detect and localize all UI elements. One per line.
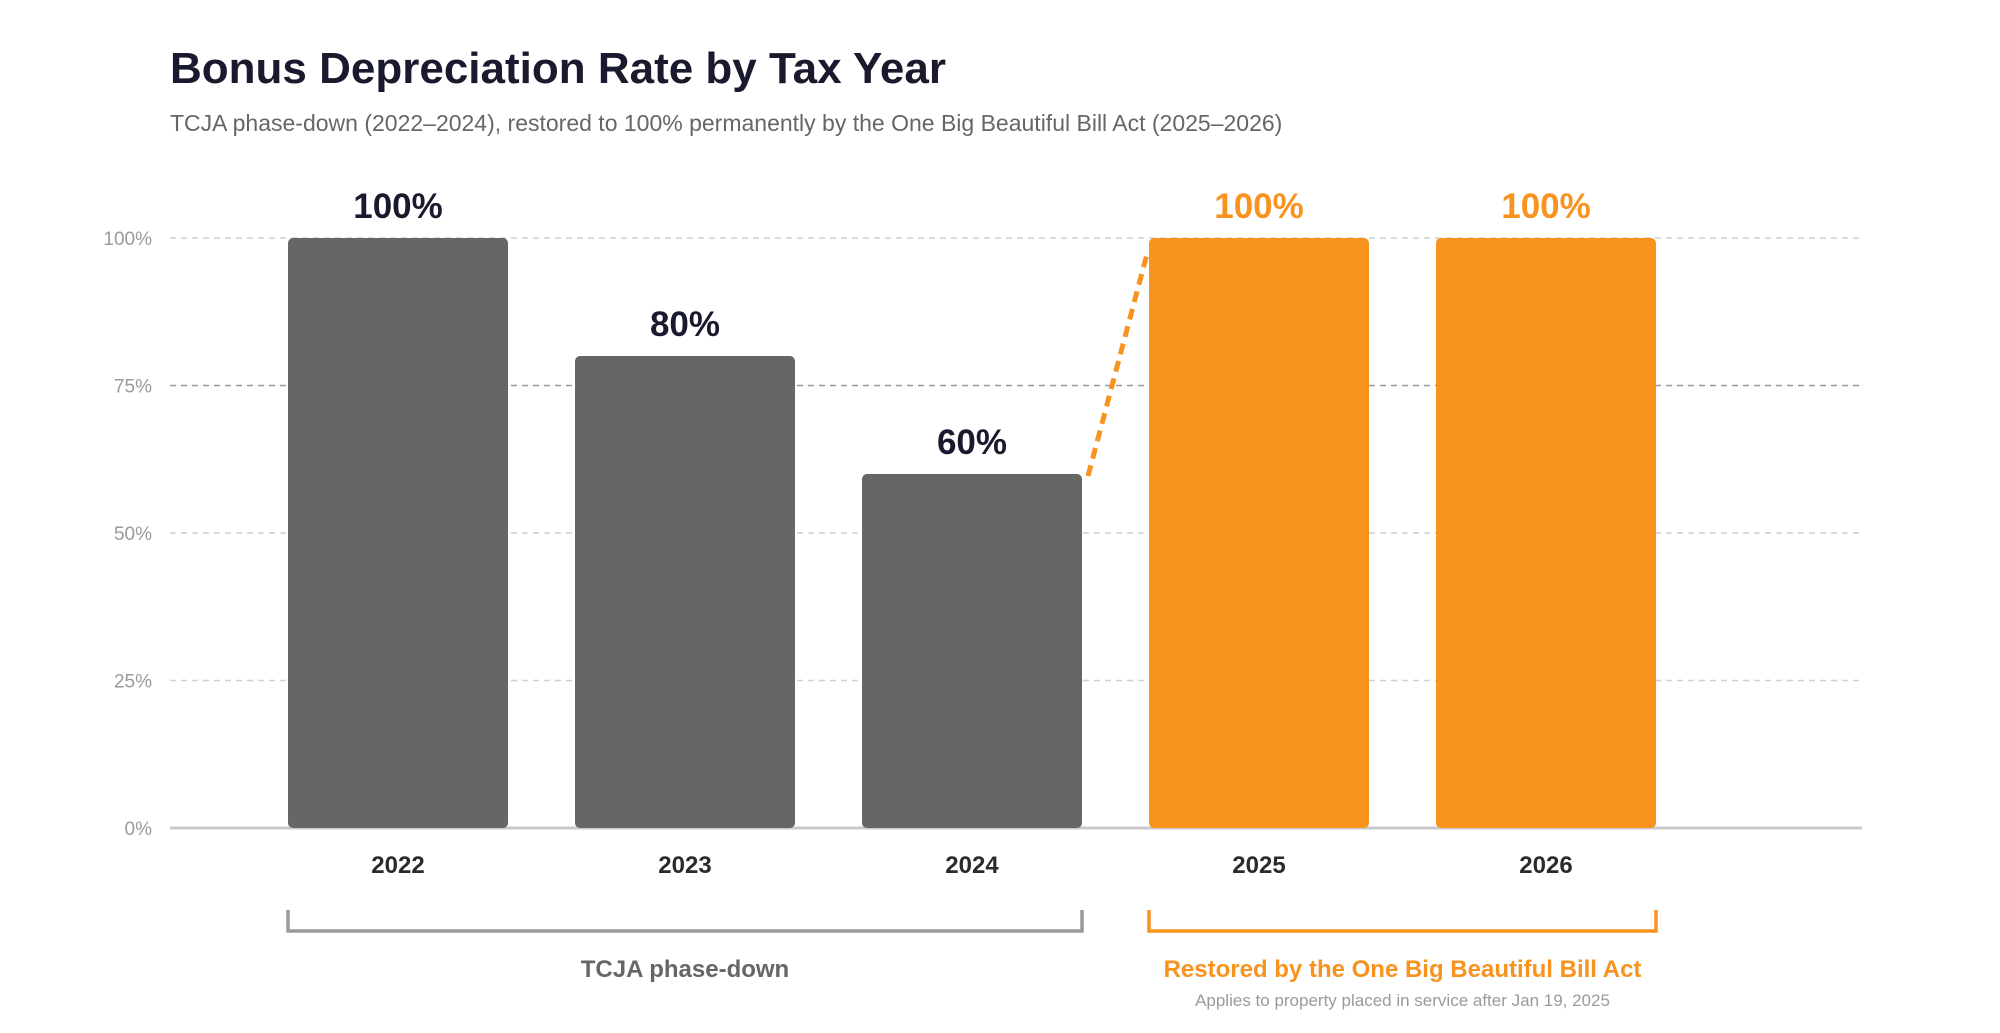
y-tick-label: 0% <box>125 819 153 840</box>
bracket-restored <box>1147 910 1658 933</box>
restoration-connector <box>1085 253 1150 477</box>
x-tick-label-2026: 2026 <box>1519 852 1572 879</box>
group-brackets: TCJA phase-down Restored by the One Big B… <box>286 910 1658 1010</box>
bar-2026 <box>1436 238 1656 828</box>
chart-subtitle: TCJA phase-down (2022–2024), restored to… <box>170 110 1283 136</box>
bar-2025 <box>1149 238 1369 828</box>
y-tick-label: 25% <box>114 672 152 693</box>
bar-2022 <box>288 238 508 828</box>
y-tick-label: 75% <box>114 377 152 398</box>
chart-title: Bonus Depreciation Rate by Tax Year <box>170 44 946 93</box>
value-label-2022: 100% <box>353 187 443 226</box>
bars <box>288 238 1656 828</box>
bar-2024 <box>862 474 1082 828</box>
value-label-2025: 100% <box>1214 187 1304 226</box>
value-label-2026: 100% <box>1501 187 1591 226</box>
x-tick-label-2025: 2025 <box>1232 852 1285 879</box>
value-label-2023: 80% <box>650 305 720 344</box>
x-tick-label-2022: 2022 <box>371 852 424 879</box>
value-labels: 100% 80% 60% 100% 100% <box>353 187 1591 462</box>
y-tick-label: 100% <box>103 229 152 250</box>
bar-2023 <box>575 356 795 828</box>
x-tick-label-2024: 2024 <box>945 852 999 879</box>
x-axis-labels: 2022 2023 2024 2025 2026 <box>371 852 1572 879</box>
value-label-2024: 60% <box>937 423 1007 462</box>
y-tick-label: 50% <box>114 524 152 545</box>
connector-line <box>1085 253 1150 477</box>
group-note-restored: Applies to property placed in service af… <box>1195 991 1610 1010</box>
bracket-phase-down <box>286 910 1084 933</box>
group-label-phase-down: TCJA phase-down <box>581 956 789 983</box>
y-axis-ticks: 0% 25% 50% 75% 100% <box>103 229 152 840</box>
x-tick-label-2023: 2023 <box>658 852 711 879</box>
group-label-restored: Restored by the One Big Beautiful Bill A… <box>1164 956 1642 983</box>
